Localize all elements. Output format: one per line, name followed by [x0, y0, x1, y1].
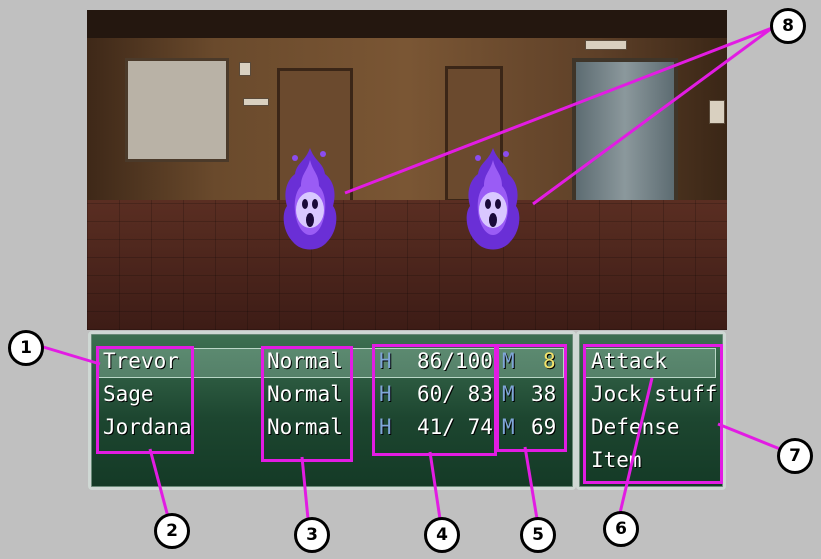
- bulletin-board: [125, 58, 229, 162]
- purple-flame-ghost-icon[interactable]: [458, 140, 528, 260]
- callout-number: 6: [603, 511, 639, 547]
- hp-value: 41/ 74: [417, 415, 493, 439]
- wall-sign: [239, 62, 251, 76]
- party-name[interactable]: Trevor: [103, 349, 179, 373]
- party-name[interactable]: Sage: [103, 382, 154, 406]
- party-name[interactable]: Jordana: [103, 415, 192, 439]
- callout-number: 7: [777, 438, 813, 474]
- mp-label: M: [502, 382, 515, 406]
- hp-label: H: [379, 349, 392, 373]
- callout-box-commands: [583, 344, 723, 484]
- callout-number: 4: [424, 517, 460, 553]
- command-menu-panel: Attack Jock stuff Defense Item: [576, 331, 726, 490]
- hp-label: H: [379, 415, 392, 439]
- tiled-floor: [87, 200, 727, 330]
- party-status-panel: Trevor Sage Jordana Normal Normal Normal…: [88, 331, 576, 490]
- party-status: Normal: [267, 415, 343, 439]
- callout-number: 3: [294, 517, 330, 553]
- callout-box-mp: [496, 344, 567, 452]
- wall-sign: [243, 98, 269, 106]
- mp-value: 38: [531, 382, 557, 406]
- mp-value: 69: [531, 415, 557, 439]
- hp-value: 86/100: [417, 349, 493, 373]
- callout-number: 2: [154, 513, 190, 549]
- mp-label: M: [502, 415, 515, 439]
- callout-number: 8: [770, 8, 806, 44]
- purple-flame-ghost-icon[interactable]: [275, 140, 345, 260]
- ceiling: [87, 10, 727, 38]
- callout-box-hp: [372, 344, 497, 456]
- command-defense[interactable]: Defense: [591, 415, 680, 439]
- callout-box-status: [261, 346, 353, 462]
- party-status: Normal: [267, 382, 343, 406]
- callout-number: 5: [520, 517, 556, 553]
- exit-sign: [585, 40, 627, 50]
- wall-sign: [709, 100, 725, 124]
- battle-background: [87, 10, 727, 330]
- party-status: Normal: [267, 349, 343, 373]
- mp-label: M: [502, 349, 515, 373]
- mp-value: 8: [543, 349, 556, 373]
- callout-box-names: [96, 346, 194, 454]
- command-jock-stuff[interactable]: Jock stuff: [591, 382, 718, 406]
- selected-command-highlight: [584, 348, 716, 378]
- callout-number: 1: [8, 330, 44, 366]
- command-attack[interactable]: Attack: [591, 349, 667, 373]
- selected-row-highlight: [96, 348, 564, 378]
- hp-label: H: [379, 382, 392, 406]
- hp-value: 60/ 83: [417, 382, 493, 406]
